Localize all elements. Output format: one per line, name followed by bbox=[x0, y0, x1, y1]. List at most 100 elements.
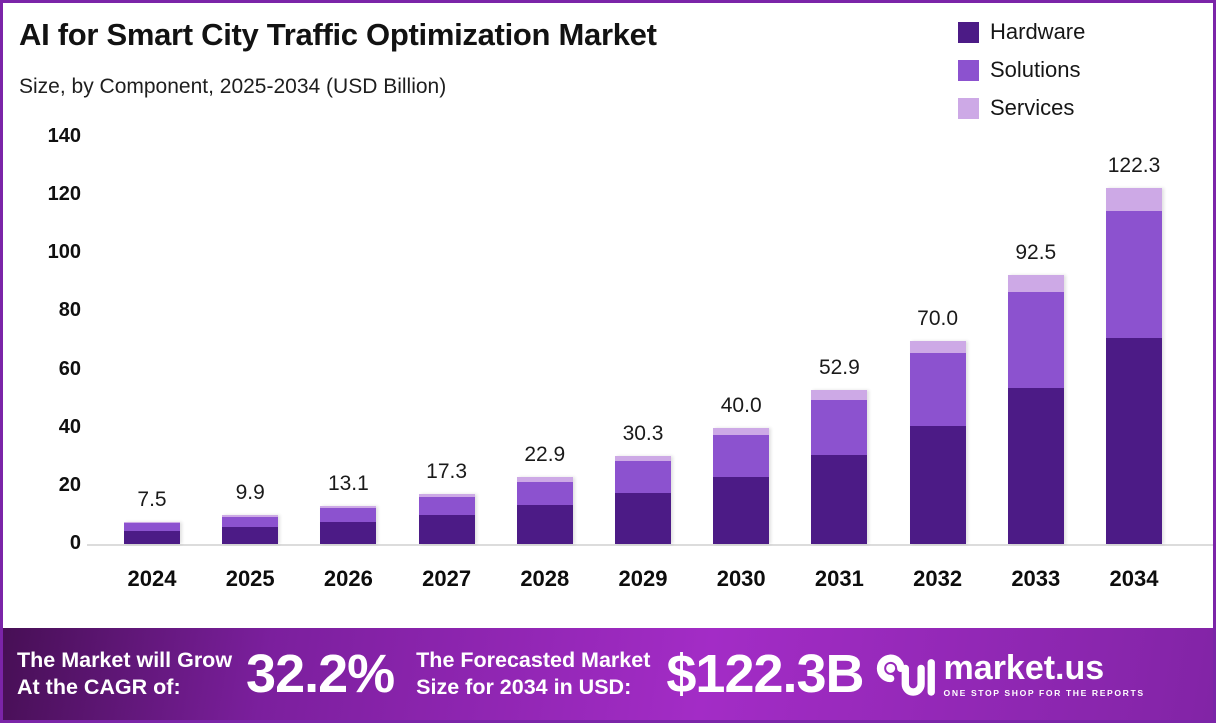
bar-2025 bbox=[222, 515, 279, 544]
bar-2032 bbox=[909, 340, 966, 544]
legend-item-services: Services bbox=[958, 95, 1085, 121]
legend-item-hardware: Hardware bbox=[958, 19, 1085, 45]
bar-segment-services-2033 bbox=[1007, 275, 1064, 293]
legend-swatch-services bbox=[958, 97, 979, 119]
x-axis-label-2025: 2025 bbox=[225, 566, 275, 591]
legend-swatch-solutions bbox=[958, 59, 979, 81]
bar-segment-solutions-2030 bbox=[713, 434, 770, 477]
bar-segment-hardware-2025 bbox=[222, 527, 279, 544]
bar-2030 bbox=[713, 427, 770, 544]
bar-total-label-2025: 9.9 bbox=[235, 481, 265, 505]
bar-segment-solutions-2033 bbox=[1007, 292, 1064, 389]
bar-total-label-2030: 40.0 bbox=[720, 393, 762, 417]
bar-segment-hardware-2030 bbox=[713, 476, 770, 544]
bar-segment-hardware-2026 bbox=[320, 521, 377, 544]
bar-segment-hardware-2034 bbox=[1106, 337, 1162, 544]
x-axis-label-2027: 2027 bbox=[422, 566, 472, 591]
x-axis-label-2026: 2026 bbox=[323, 566, 373, 591]
y-axis-tick-0: 0 bbox=[69, 532, 81, 554]
bar-segment-hardware-2027 bbox=[418, 514, 475, 544]
bar-segment-services-2031 bbox=[811, 390, 868, 401]
cagr-label-line1: The Market will Grow bbox=[17, 648, 233, 673]
bar-total-label-2029: 30.3 bbox=[622, 421, 664, 445]
forecast-value: $122.3B bbox=[666, 644, 864, 704]
stacked-bar-chart: 0 20 40 60 80 100 120 140 7.5 2024 9.9 2025 13.1 2026… bbox=[3, 3, 1213, 720]
page-title: AI for Smart City Traffic Optimization M… bbox=[19, 17, 657, 52]
bar-2028 bbox=[516, 477, 573, 544]
x-axis-label-2029: 2029 bbox=[618, 566, 668, 591]
bar-2031 bbox=[811, 390, 868, 544]
bar-total-label-2028: 22.9 bbox=[524, 443, 566, 467]
forecast-label-line2: Size for 2034 in USD: bbox=[416, 675, 632, 699]
forecast-label: The Forecasted Market Size for 2034 in U… bbox=[416, 647, 650, 701]
bar-segment-services-2025 bbox=[222, 515, 279, 517]
bar-segment-services-2029 bbox=[615, 455, 671, 462]
bar-total-label-2027: 17.3 bbox=[426, 459, 468, 483]
y-axis-tick-140: 140 bbox=[47, 125, 81, 148]
bar-segment-solutions-2029 bbox=[615, 461, 671, 493]
bar-segment-services-2028 bbox=[516, 477, 573, 482]
cagr-label-line2: At the CAGR of: bbox=[17, 675, 181, 699]
bar-total-label-2033: 92.5 bbox=[1015, 241, 1057, 265]
x-axis-label-2032: 2032 bbox=[913, 566, 963, 591]
bar-segment-solutions-2028 bbox=[516, 481, 573, 506]
legend-label: Hardware bbox=[990, 19, 1086, 44]
x-axis-line bbox=[87, 544, 1213, 546]
page-subtitle: Size, by Component, 2025-2034 (USD Billi… bbox=[19, 75, 447, 98]
x-axis-label-2030: 2030 bbox=[716, 566, 766, 591]
y-axis-tick-40: 40 bbox=[58, 415, 81, 438]
bar-segment-solutions-2034 bbox=[1106, 211, 1162, 338]
bar-segment-solutions-2027 bbox=[418, 496, 475, 515]
x-axis-label-2031: 2031 bbox=[814, 566, 864, 591]
x-axis-label-2028: 2028 bbox=[520, 566, 570, 591]
bar-segment-services-2027 bbox=[418, 493, 475, 497]
bar-total-label-2024: 7.5 bbox=[137, 488, 167, 512]
cagr-label: The Market will Grow At the CAGR of: bbox=[17, 647, 232, 701]
legend-item-solutions: Solutions bbox=[958, 57, 1085, 83]
bar-segment-hardware-2024 bbox=[124, 531, 180, 544]
bar-segment-solutions-2025 bbox=[222, 516, 279, 528]
x-axis-label-2033: 2033 bbox=[1011, 566, 1061, 591]
y-axis-tick-20: 20 bbox=[58, 473, 81, 496]
x-axis-label-2034: 2034 bbox=[1109, 566, 1159, 591]
brand-logo: market.us ONE STOP SHOP FOR THE REPORTS bbox=[876, 647, 1145, 701]
market-us-logo-icon bbox=[876, 654, 935, 696]
bar-2024 bbox=[124, 522, 180, 544]
bar-2029 bbox=[615, 455, 671, 544]
chart-legend: Hardware Solutions Services bbox=[958, 19, 1085, 121]
bar-segment-hardware-2033 bbox=[1007, 388, 1064, 544]
brand-text: market.us ONE STOP SHOP FOR THE REPORTS bbox=[944, 651, 1145, 698]
bar-2026 bbox=[320, 505, 377, 544]
bar-segment-solutions-2026 bbox=[320, 508, 377, 522]
cagr-value: 32.2% bbox=[246, 644, 395, 704]
legend-swatch-hardware bbox=[958, 21, 979, 43]
legend-label: Solutions bbox=[990, 57, 1081, 82]
bar-total-label-2026: 13.1 bbox=[327, 471, 369, 495]
brand-tagline: ONE STOP SHOP FOR THE REPORTS bbox=[943, 687, 1145, 698]
bar-total-label-2034: 122.3 bbox=[1107, 154, 1161, 178]
bar-2034 bbox=[1106, 188, 1162, 544]
brand-name: market.us bbox=[943, 648, 1105, 687]
bar-segment-solutions-2032 bbox=[909, 353, 966, 426]
bar-segment-solutions-2024 bbox=[124, 523, 180, 532]
legend-label: Services bbox=[990, 95, 1075, 120]
bar-segment-services-2024 bbox=[124, 522, 180, 524]
y-axis-tick-100: 100 bbox=[47, 241, 81, 264]
bar-segment-services-2026 bbox=[320, 505, 377, 509]
bar-segment-hardware-2028 bbox=[516, 505, 573, 544]
bar-2033 bbox=[1007, 275, 1064, 544]
bar-segment-hardware-2031 bbox=[811, 454, 868, 544]
bar-segment-services-2032 bbox=[909, 340, 966, 353]
bar-segment-solutions-2031 bbox=[811, 400, 868, 455]
bar-total-label-2031: 52.9 bbox=[818, 356, 860, 380]
bar-2027 bbox=[418, 493, 475, 544]
bar-segment-services-2034 bbox=[1106, 188, 1162, 212]
forecast-label-line1: The Forecasted Market bbox=[416, 648, 651, 673]
y-axis-tick-120: 120 bbox=[47, 183, 81, 206]
y-axis-tick-60: 60 bbox=[58, 357, 81, 380]
bar-segment-hardware-2029 bbox=[615, 492, 671, 544]
summary-banner: The Market will Grow At the CAGR of: 32.… bbox=[3, 628, 1213, 720]
bar-segment-hardware-2032 bbox=[909, 425, 966, 544]
y-axis-tick-80: 80 bbox=[58, 299, 81, 322]
